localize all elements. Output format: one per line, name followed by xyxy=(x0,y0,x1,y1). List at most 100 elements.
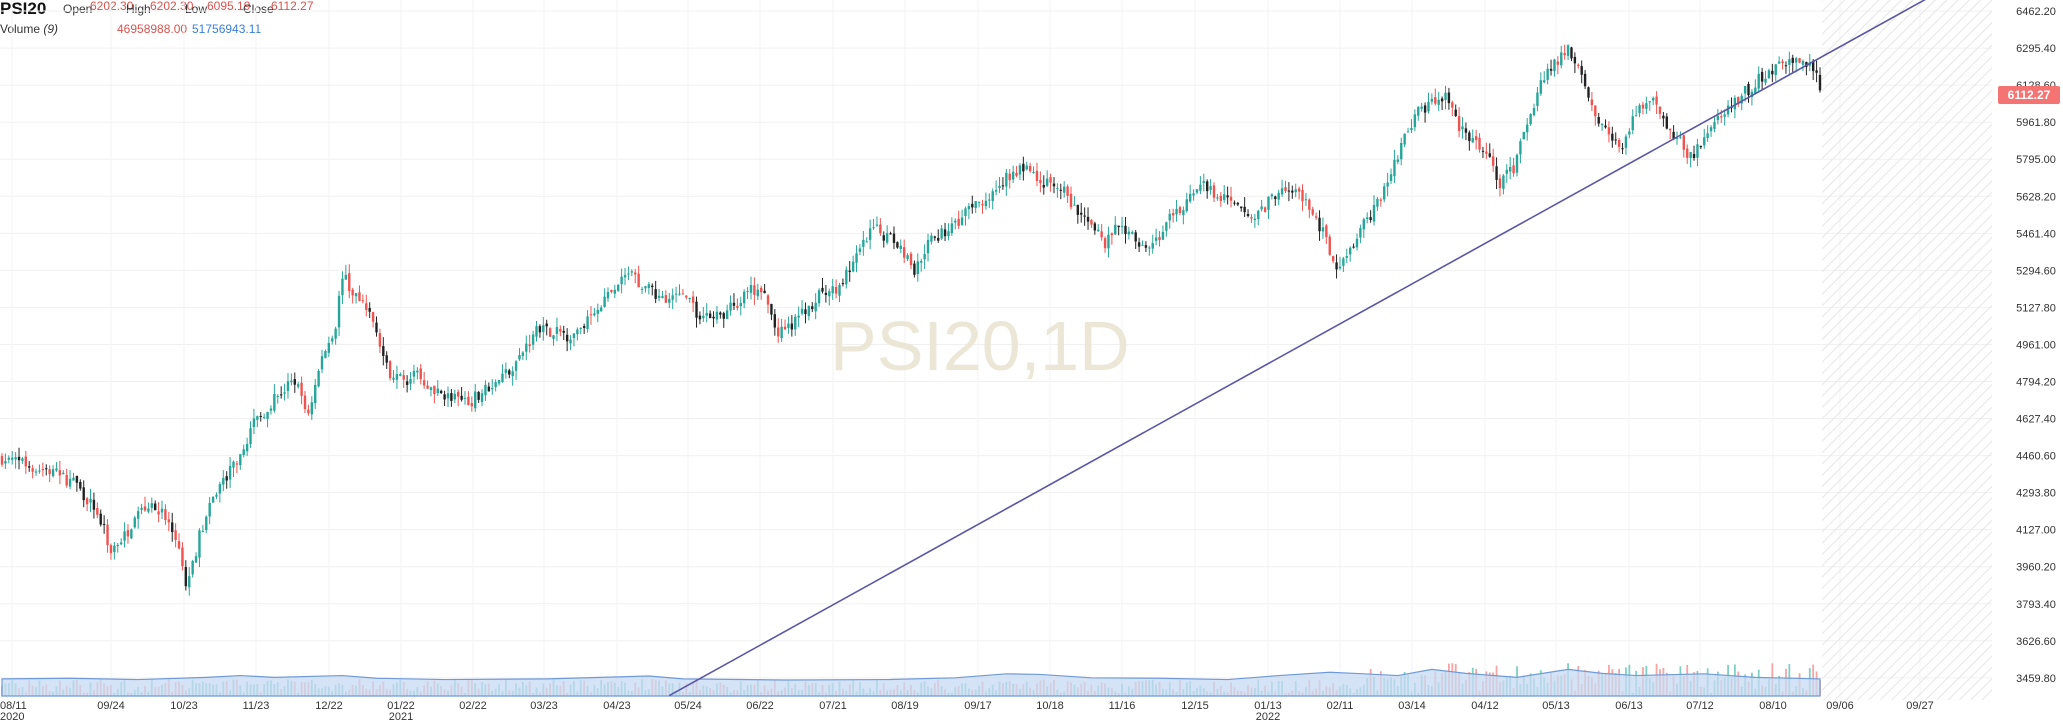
candle-body xyxy=(1447,92,1451,104)
candle-body xyxy=(957,218,960,226)
candle-body xyxy=(695,301,698,318)
candle-body xyxy=(300,382,303,396)
candle-body xyxy=(31,468,34,472)
candle-body xyxy=(1117,225,1120,228)
candle-body xyxy=(1243,206,1246,213)
candle-body xyxy=(1301,189,1304,202)
candle-body xyxy=(1314,216,1318,218)
candle-body xyxy=(1747,83,1750,96)
candle-body xyxy=(1818,74,1822,91)
candle-body xyxy=(1529,114,1532,125)
candle-body xyxy=(858,248,862,252)
time-tick-label: 08/10 xyxy=(1759,700,1787,712)
candle-body xyxy=(11,457,14,460)
candle-body xyxy=(395,374,399,380)
candle-body xyxy=(1502,175,1505,189)
candle-body xyxy=(746,290,749,292)
candle-body xyxy=(150,503,153,508)
candle-body xyxy=(1709,127,1713,132)
candle-body xyxy=(1284,187,1287,191)
time-tick-label: 04/12 xyxy=(1471,700,1499,712)
candle-body xyxy=(1348,247,1352,255)
candle-body xyxy=(314,384,317,404)
trendline[interactable] xyxy=(668,0,1926,697)
candle-body xyxy=(205,516,208,530)
last-price-tag-text: 6112.27 xyxy=(2008,88,2051,102)
candle-body xyxy=(528,344,531,346)
time-tick-label: 01/13 xyxy=(1254,700,1282,712)
candle-body xyxy=(351,289,354,296)
candle-body xyxy=(433,385,436,395)
candle-body xyxy=(1437,99,1440,105)
candle-body xyxy=(950,223,954,234)
candle-body xyxy=(416,370,419,373)
candle-body xyxy=(1291,190,1294,193)
price-tick-label: 4460.60 xyxy=(2016,451,2056,463)
candle-body xyxy=(1022,163,1025,172)
candle-body xyxy=(1223,194,1226,200)
candle-body xyxy=(429,387,433,390)
price-axis[interactable]: 6462.206295.406128.605961.805795.005628.… xyxy=(2016,6,2056,685)
candle-body xyxy=(354,293,358,297)
candle-body xyxy=(1168,213,1171,221)
candle-body xyxy=(208,502,211,517)
candle-body xyxy=(508,370,511,375)
candle-body xyxy=(913,263,916,275)
candle-body xyxy=(392,377,395,380)
candle-body xyxy=(109,545,113,554)
candle-body xyxy=(971,203,974,208)
price-tick-label: 5294.60 xyxy=(2016,265,2056,277)
candle-body xyxy=(906,255,909,260)
candle-body xyxy=(766,295,770,305)
chart-header: PSI20 Open 6202.30 High 6202.30 Low 6095… xyxy=(0,0,700,40)
candle-body xyxy=(1090,219,1093,225)
candle-body xyxy=(1294,189,1297,193)
candle-body xyxy=(123,531,126,541)
candle-body xyxy=(1321,227,1325,232)
candle-body xyxy=(174,530,177,540)
candle-body xyxy=(1594,105,1597,117)
candle-body xyxy=(1233,202,1236,204)
candle-body xyxy=(899,245,902,250)
price-tick-label: 5795.00 xyxy=(2016,154,2056,166)
candle-body xyxy=(640,288,644,290)
candle-body xyxy=(531,334,535,345)
candle-body xyxy=(1297,188,1301,192)
candle-body xyxy=(72,477,75,481)
candle-body xyxy=(712,316,715,319)
candle-body xyxy=(681,293,685,295)
candle-body xyxy=(296,384,300,387)
candle-body xyxy=(1532,108,1536,116)
candle-body xyxy=(487,386,491,392)
candle-body xyxy=(1570,47,1573,59)
candle-body xyxy=(1035,170,1039,181)
candle-body xyxy=(497,379,501,384)
candle-body xyxy=(62,472,65,475)
time-tick-label: 08/19 xyxy=(891,700,919,712)
candle-body xyxy=(1396,159,1400,162)
candle-body xyxy=(262,416,266,418)
candle-body xyxy=(348,273,351,291)
candle-body xyxy=(668,298,671,303)
candle-body xyxy=(1726,105,1730,115)
candle-body xyxy=(1366,217,1369,220)
candle-body xyxy=(1658,106,1662,114)
candle-body xyxy=(4,461,7,464)
candle-body xyxy=(1577,64,1580,67)
candle-body xyxy=(198,530,201,558)
candle-body xyxy=(1788,59,1791,65)
candle-body xyxy=(1607,127,1611,135)
candle-body xyxy=(501,373,504,382)
candle-body xyxy=(1141,244,1144,246)
candle-body xyxy=(266,411,269,419)
candle-body xyxy=(1427,101,1430,112)
candle-body xyxy=(1386,182,1389,187)
candle-body xyxy=(787,323,790,328)
candle-body xyxy=(514,361,518,371)
candle-body xyxy=(453,393,456,400)
candle-body xyxy=(1018,165,1022,175)
candle-body xyxy=(276,395,279,397)
last-price-tag: 6112.27 xyxy=(1998,86,2060,104)
